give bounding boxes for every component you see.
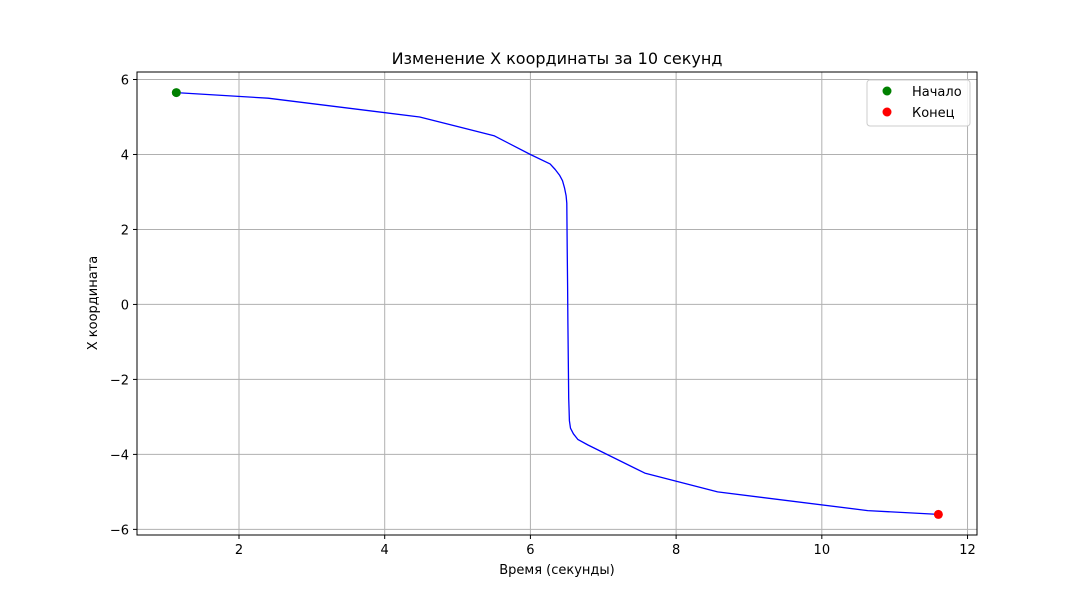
x-axis-label: Время (секунды) (499, 563, 615, 578)
legend-marker (882, 86, 892, 96)
y-tick-label: 4 (121, 148, 129, 163)
chart-title: Изменение X координаты за 10 секунд (392, 49, 723, 68)
legend: Начало Конец (866, 79, 971, 127)
y-tick-label: 0 (121, 298, 129, 313)
y-tick-label: −6 (110, 523, 129, 538)
y-tick-label: −4 (110, 448, 129, 463)
x-tick-label: 4 (381, 543, 389, 558)
series-line (176, 91, 939, 516)
x-tick-label: 8 (672, 543, 680, 558)
markers-layer (171, 88, 943, 519)
end-point-marker (933, 509, 943, 519)
grid-lines (137, 72, 977, 535)
legend-marker (882, 107, 892, 117)
y-tick-label: −2 (110, 373, 129, 388)
legend-label: Конец (912, 106, 955, 121)
legend-label: Начало (912, 85, 962, 100)
y-axis-label: X координата (86, 256, 101, 351)
legend-box (866, 79, 971, 127)
x-tick-label: 6 (526, 543, 534, 558)
y-tick-label: 2 (121, 223, 129, 238)
x-tick-label: 12 (959, 543, 976, 558)
x-tick-label: 2 (235, 543, 243, 558)
start-point-marker (171, 88, 181, 98)
x-tick-label: 10 (814, 543, 831, 558)
y-axis: −6 −4 −2 0 2 4 6 (110, 73, 137, 538)
plot-area-frame (136, 71, 978, 536)
x-axis: 2 4 6 8 10 12 (235, 535, 976, 558)
y-tick-label: 6 (121, 73, 129, 88)
series-layer (176, 91, 939, 516)
